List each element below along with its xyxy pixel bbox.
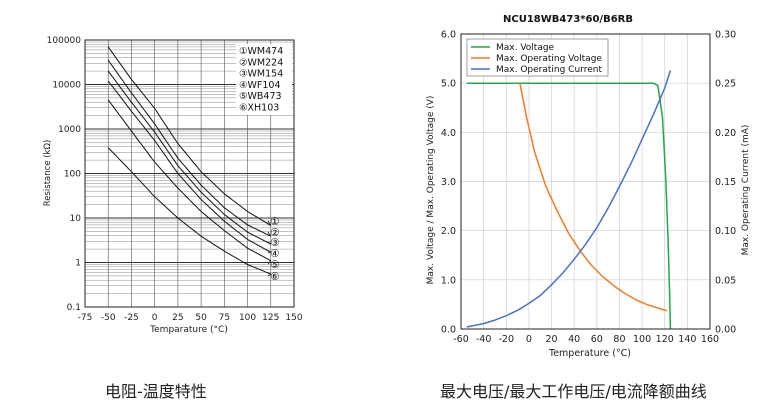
rt-y-tick-label: 10: [70, 214, 82, 224]
rt-series-line: [107, 99, 272, 262]
derating-y2-tick-label: 0.10: [715, 226, 736, 237]
derating-x-tick-label: -60: [453, 334, 469, 345]
rt-end-marker-label: ⑥: [270, 271, 279, 283]
rt-end-marker-label: ③: [270, 237, 279, 249]
derating-x-tick-label: 60: [591, 334, 603, 345]
rt-legend-entry: ③WM154: [239, 69, 283, 80]
rt-end-leader: [267, 251, 271, 254]
derating-x-tick-labels: -60 -40 -20 0 20 40 60 80 100 120 140 160: [453, 334, 719, 345]
rt-end-marker-label: ①: [270, 216, 279, 228]
derating-title: NCU18WB473*60/B6RB: [503, 14, 633, 25]
rt-x-tick-label: 150: [285, 313, 302, 323]
derating-y-tick-label: 3.0: [441, 177, 456, 188]
derating-caption: 最大电压/最大工作电压/电流降额曲线: [440, 382, 707, 401]
rt-end-marker-label: ④: [270, 248, 279, 260]
rt-end-leader: [267, 273, 272, 277]
derating-y2-tick-label: 0.00: [715, 325, 736, 336]
derating-plot-frame: [460, 33, 711, 330]
rt-x-tick-labels: -75 -50 -25 0 25 50 75 100 125 150: [78, 313, 303, 323]
derating-y2-axis-label: Max. Operating Current (mA): [741, 125, 751, 256]
derating-y-tick-label: 0.0: [441, 325, 456, 336]
derating-y-tick-label: 6.0: [441, 30, 456, 41]
rt-end-marker-label: ②: [270, 227, 279, 239]
derating-grid: [460, 33, 711, 330]
derating-x-tick-label: 140: [678, 334, 696, 345]
derating-x-tick-label: -40: [476, 334, 492, 345]
derating-y2-tick-label: 0.30: [715, 30, 736, 41]
derating-x-axis-label: Temperature (°C): [548, 348, 631, 359]
derating-series-line: [466, 82, 672, 330]
derating-x-tick-label: -20: [499, 334, 515, 345]
derating-legend-entry: Max. Operating Voltage: [496, 54, 602, 64]
rt-x-tick-label: -75: [78, 313, 93, 323]
rt-y-tick-label: 1: [75, 259, 81, 269]
rt-y-axis-label: Resistance (kΩ): [43, 140, 53, 207]
derating-x-tick-label: 20: [545, 334, 557, 345]
rt-y-tick-label: 100000: [47, 36, 82, 46]
rt-series-line: [107, 60, 272, 237]
rt-end-leader: [267, 220, 272, 226]
derating-y2-tick-label: 0.25: [715, 79, 736, 90]
derating-chart: NCU18WB473*60/B6RB -60 -40 -20 0 20 40 60 80 100…: [426, 14, 751, 359]
rt-end-leader: [267, 260, 272, 265]
rt-series-line: [107, 46, 272, 226]
derating-y2-tick-labels: 0.00 0.05 0.10 0.15 0.20 0.25 0.30: [715, 30, 736, 336]
derating-y2-tick-label: 0.05: [715, 275, 736, 286]
rt-series-line: [107, 70, 272, 245]
derating-series-lines: [466, 70, 672, 330]
rt-legend-entry: ④WF104: [239, 80, 281, 91]
rt-end-leader: [267, 241, 272, 245]
derating-x-tick-label: 120: [656, 334, 674, 345]
rt-x-tick-label: 100: [239, 313, 256, 323]
derating-y-tick-labels: 0.0 1.0 2.0 3.0 4.0 5.0 6.0: [441, 30, 456, 336]
derating-legend-entry: Max. Voltage: [496, 43, 555, 53]
derating-y-axis-label: Max. Voltage / Max. Operating Voltage (V…: [426, 96, 436, 285]
rt-legend-box: [236, 44, 292, 115]
rt-series-line: [107, 80, 272, 253]
derating-y-tick-label: 4.0: [441, 128, 456, 139]
derating-series-line: [519, 83, 668, 312]
derating-x-tick-label: 160: [701, 334, 719, 345]
derating-series-line: [466, 70, 672, 328]
rt-end-marker-label: ⑤: [270, 259, 279, 271]
rt-y-tick-label: 1000: [58, 125, 81, 135]
rt-x-tick-label: 50: [195, 313, 207, 323]
rt-x-tick-label: 75: [219, 313, 230, 323]
derating-x-tick-label: 80: [613, 334, 625, 345]
derating-y-tick-label: 1.0: [441, 275, 456, 286]
rt-x-tick-label: -25: [124, 313, 139, 323]
rt-chart: -75 -50 -25 0 25 50 75 100 125 150 10000010000100…: [43, 36, 303, 335]
rt-x-axis-label: Temparature (°C): [149, 325, 228, 335]
rt-legend-entry: ⑥XH103: [239, 103, 279, 114]
rt-y-tick-label: 0.1: [67, 303, 81, 313]
derating-y2-tick-label: 0.20: [715, 128, 736, 139]
rt-legend-entry: ⑤WB473: [239, 91, 282, 102]
rt-series-line: [107, 147, 271, 275]
rt-x-tick-label: 125: [262, 313, 279, 323]
rt-legend-entry: ①WM474: [239, 46, 283, 57]
rt-y-tick-label: 10000: [52, 81, 81, 91]
derating-legend-entry: Max. Operating Current: [496, 65, 602, 75]
rt-y-tick-labels: 100000 10000 1000 100 10 1 0.1: [47, 36, 82, 313]
derating-y-tick-label: 2.0: [441, 226, 456, 237]
rt-x-tick-label: -50: [101, 313, 116, 323]
rt-plot-frame: [84, 39, 295, 308]
rt-series-lines: [107, 46, 272, 275]
rt-caption: 电阻-温度特性: [105, 382, 207, 401]
rt-legend-entry: ②WM224: [239, 57, 283, 68]
derating-x-tick-label: 100: [633, 334, 651, 345]
derating-y2-tick-label: 0.15: [715, 177, 736, 188]
rt-x-tick-label: 0: [152, 313, 158, 323]
rt-x-tick-label: 25: [172, 313, 183, 323]
rt-y-tick-label: 100: [64, 170, 81, 180]
derating-legend-box: [466, 38, 609, 77]
derating-x-tick-label: 0: [526, 334, 532, 345]
derating-y-tick-label: 5.0: [441, 79, 456, 90]
rt-end-leader: [267, 231, 272, 237]
derating-x-tick-label: 40: [568, 334, 580, 345]
